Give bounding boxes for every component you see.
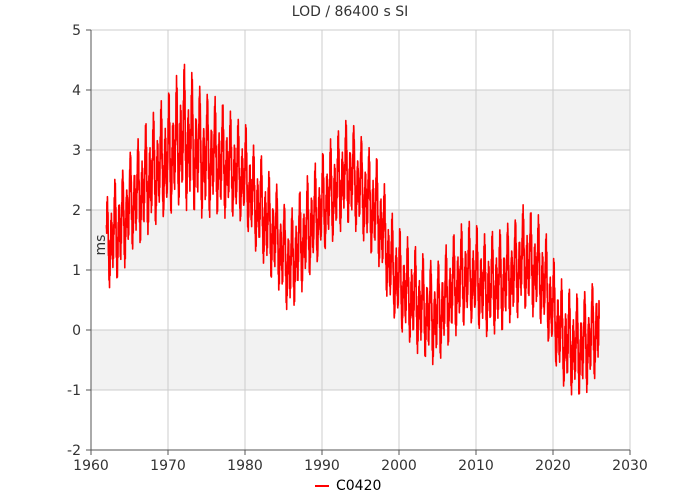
x-tick-label: 2000 (381, 458, 417, 474)
y-axis-label: ms (93, 235, 109, 256)
y-tick-label: 0 (72, 323, 81, 339)
legend[interactable]: C0420 (315, 478, 381, 494)
series-layer (105, 63, 600, 396)
x-tick-label: 2010 (458, 458, 494, 474)
x-tick-label: 1980 (227, 458, 263, 474)
y-tick-label: -1 (67, 383, 81, 399)
chart-title: LOD / 86400 s SI (292, 4, 408, 20)
y-tick-label: 3 (72, 143, 81, 159)
x-tick-label: 1970 (150, 458, 186, 474)
y-tick-label: 4 (72, 83, 81, 99)
x-tick-label: 1960 (73, 458, 109, 474)
x-tick-label: 2020 (535, 458, 571, 474)
y-tick-label: 1 (72, 263, 81, 279)
x-tick-label: 1990 (304, 458, 340, 474)
plot-band-1 (91, 210, 630, 270)
plot-bands (91, 90, 630, 390)
y-tick-label: -2 (67, 443, 81, 459)
y-tick-label: 2 (72, 203, 81, 219)
series-line-c0420 (105, 63, 600, 396)
axes (86, 29, 631, 455)
y-tick-label: 5 (72, 23, 81, 39)
plot-band-2 (91, 330, 630, 390)
legend-label: C0420 (336, 478, 381, 494)
x-tick-label: 2030 (612, 458, 648, 474)
